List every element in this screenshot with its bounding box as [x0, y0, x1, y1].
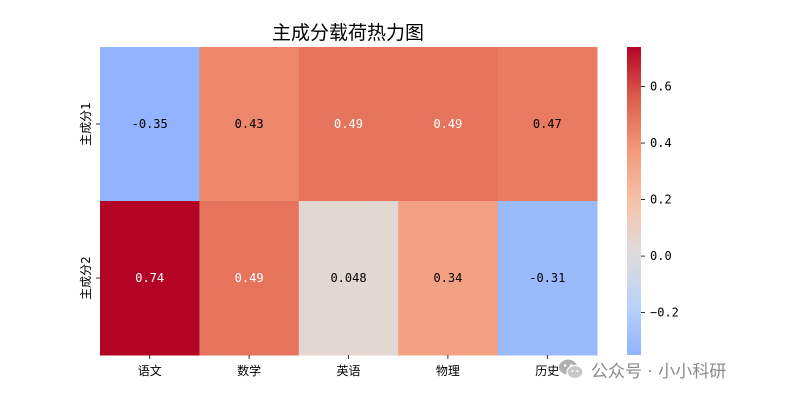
- colorbar-tick-label: −0.2: [650, 306, 679, 320]
- heatmap-cells: -0.35 0.43 0.49 0.49 0.47 0.74 0.49 0.048 0.34 -0…: [100, 47, 598, 356]
- heatmap-cell: [199, 47, 300, 202]
- heatmap-cell: [398, 47, 499, 202]
- x-tick-label: 历史: [535, 364, 559, 378]
- heatmap-cell: [199, 201, 300, 356]
- watermark: 公众号 · 小小科研: [557, 355, 726, 383]
- cell-value-label: -0.35: [132, 117, 168, 131]
- cell-value-label: 0.49: [334, 117, 363, 131]
- y-axis-ticks: 主成分1 主成分2: [79, 102, 100, 300]
- cell-value-label: 0.49: [433, 117, 462, 131]
- heatmap-cell: [497, 47, 598, 202]
- colorbar-tick-label: 0.4: [650, 136, 672, 150]
- cell-value-label: -0.31: [529, 271, 565, 285]
- cell-value-label: 0.048: [330, 271, 366, 285]
- y-tick-label: 主成分2: [79, 256, 93, 300]
- heatmap-cell: [298, 201, 399, 356]
- watermark-text: 公众号 · 小小科研: [591, 361, 727, 382]
- heatmap-cell: [298, 47, 399, 202]
- colorbar: −0.2 0.0 0.2 0.4 0.6: [627, 47, 679, 355]
- colorbar-tick-label: 0.0: [650, 249, 672, 263]
- cell-value-label: 0.34: [433, 271, 462, 285]
- colorbar-tick-label: 0.2: [650, 193, 672, 207]
- cell-value-label: 0.49: [235, 271, 264, 285]
- wechat-icon: [559, 359, 584, 380]
- heatmap-cell: [497, 201, 598, 356]
- heatmap-cell: [398, 201, 499, 356]
- chart-title: 主成分载荷热力图: [272, 22, 424, 44]
- cell-value-label: 0.43: [235, 117, 264, 131]
- x-tick-label: 数学: [237, 363, 261, 378]
- x-axis-ticks: 语文 数学 英语 物理 历史: [138, 355, 559, 378]
- colorbar-tick-label: 0.6: [650, 80, 672, 94]
- y-tick-label: 主成分1: [79, 102, 93, 146]
- cell-value-label: 0.74: [135, 271, 164, 285]
- x-tick-label: 物理: [436, 364, 460, 378]
- cell-value-label: 0.47: [533, 117, 562, 131]
- heatmap-cell: [100, 201, 200, 356]
- heatmap-cell: [100, 47, 200, 202]
- colorbar-gradient: [627, 47, 641, 355]
- x-tick-label: 英语: [336, 364, 360, 378]
- x-tick-label: 语文: [138, 363, 162, 378]
